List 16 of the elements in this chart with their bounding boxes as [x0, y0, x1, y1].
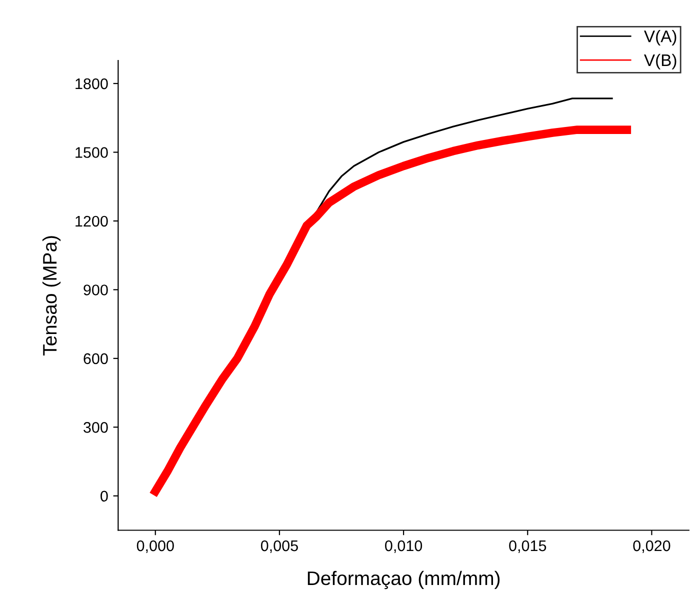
y-tick-label: 1800 [76, 78, 108, 90]
x-tick-label: 0,015 [509, 540, 546, 553]
y-tick-label: 1500 [76, 147, 108, 158]
x-tick-label: 0,010 [385, 540, 422, 553]
x-tick-label: 0,020 [633, 540, 670, 553]
y-tick-label: 900 [84, 284, 108, 296]
y-tick-label: 600 [84, 353, 108, 364]
y-axis-title: Tensao (MPa) [42, 236, 61, 356]
y-tick-label: 1200 [76, 216, 108, 227]
x-tick-label: 0,000 [136, 540, 174, 553]
y-tick-label: 300 [84, 422, 108, 433]
legend-label: V(B) [644, 54, 676, 70]
y-tick-label: 0 [100, 490, 108, 502]
legend-label: V(A) [644, 30, 676, 46]
x-tick-label: 0,005 [260, 540, 298, 553]
x-axis-title: Deformaçao (mm/mm) [308, 570, 500, 590]
